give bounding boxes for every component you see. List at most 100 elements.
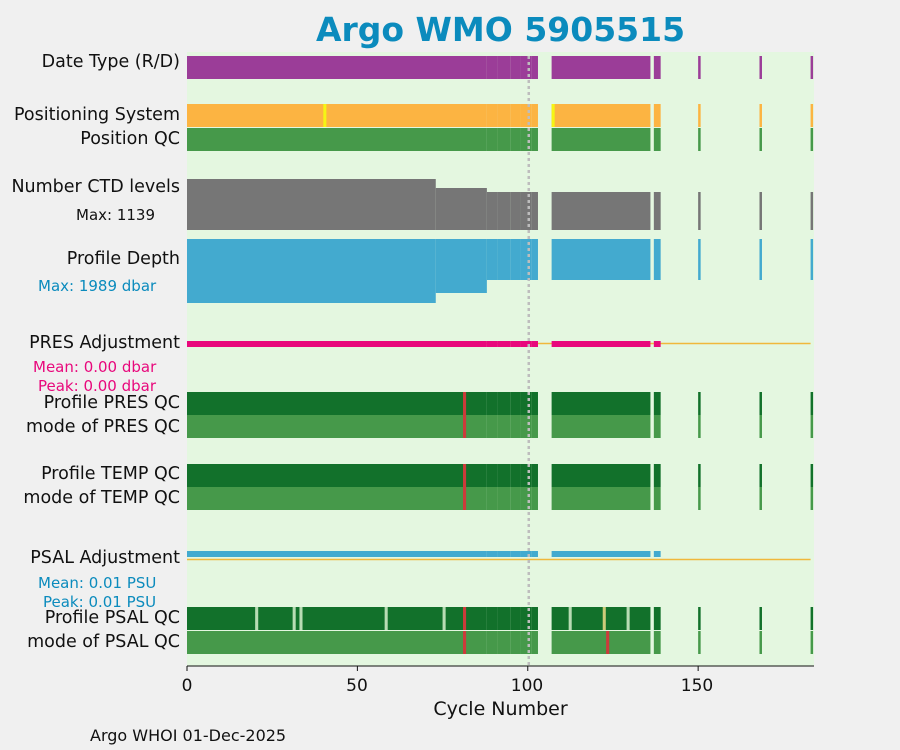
psal-adjustment-bar [510,551,521,557]
label-psal-adjustment: PSAL Adjustment [30,548,180,568]
profile-pres-qc-bar [551,392,651,415]
mode-temp-qc-bar [520,487,532,510]
ctd-levels-bar [551,192,651,230]
psal-qc-flag-mark [463,607,467,630]
position-qc-bar [497,128,511,151]
temp-qc-bad-mark [463,464,467,510]
plot-background [187,52,814,666]
psal-adjustment-bar [497,551,511,557]
positioning-bar [520,104,532,127]
profile-temp-qc-bar [510,464,521,487]
profile-depth-bar [698,239,701,280]
profile-temp-qc-bar [531,464,538,487]
psal-qc-flag-mark [384,607,388,630]
profile-temp-qc-bar [551,464,651,487]
mode-psal-qc-bar [520,631,532,654]
profile-pres-qc-bar [810,392,814,415]
profile-temp-qc-bar [759,464,762,487]
mode-psal-qc-bar [510,631,521,654]
profile-depth-bar [510,239,521,280]
profile-psal-qc-bar [531,607,538,630]
pres-adjustment-bar [520,341,532,347]
profile-depth-bar [520,239,532,280]
label-ctd-levels: Number CTD levels [11,177,180,197]
mode-psal-qc-bar [551,631,651,654]
label-pres-adjustment: PRES Adjustment [29,333,180,353]
mode-pres-qc-bar [551,415,651,438]
profile-pres-qc-bar [187,392,487,415]
label-mode-psal-qc: mode of PSAL QC [27,632,180,652]
pres-adjustment-bar [653,341,661,347]
position-qc-bar [698,128,701,151]
psal-adjustment-bar [531,551,538,557]
profile-depth-bar [435,239,487,293]
profile-psal-qc-bar [698,607,701,630]
profile-psal-qc-bar [551,607,651,630]
profile-pres-qc-bar [497,392,511,415]
position-qc-bar [759,128,762,151]
date-type-bar [520,56,532,79]
position-qc-bar [653,128,661,151]
profile-psal-qc-bar [486,607,498,630]
mode-temp-qc-bar [497,487,511,510]
label-positioning-system: Positioning System [13,105,180,125]
profile-pres-qc-bar [698,392,701,415]
pres-adjustment-bar [551,341,651,347]
date-type-bar [551,56,651,79]
profile-pres-qc-bar [520,392,532,415]
mode-pres-qc-bar [531,415,538,438]
ctd-levels-bar [510,192,521,230]
pres-adjustment-bar [497,341,511,347]
profile-temp-qc-bar [698,464,701,487]
label-position-qc: Position QC [80,129,180,149]
date-type-bar [759,56,762,79]
mode-psal-qc-bar [810,631,814,654]
psal-adjustment-bar [520,551,532,557]
pres-adjustment-bar [531,341,538,347]
psal-adjustment-bar [653,551,661,557]
profile-psal-qc-bar [497,607,511,630]
position-qc-bar [187,128,487,151]
mode-pres-qc-bar [497,415,511,438]
ctd-levels-bar [435,188,487,230]
profile-depth-bar [187,239,436,303]
mode-temp-qc-bar [510,487,521,510]
pres-qc-bad-mark [463,392,467,438]
date-type-bar [698,56,701,79]
ctd-levels-bar [520,192,532,230]
positioning-bar [497,104,511,127]
positioning-bar [759,104,762,127]
label-profile-psal-qc: Profile PSAL QC [44,608,180,628]
profile-psal-qc-bar [810,607,814,630]
label-depth-max: Max: 1989 dbar [38,277,157,295]
x-tick-label: 150 [680,676,714,696]
mode-psal-qc-bar [653,631,661,654]
profile-pres-qc-bar [653,392,661,415]
psal-adjustment-bar [486,551,498,557]
date-type-bar [653,56,661,79]
positioning-bar [653,104,661,127]
profile-psal-qc-bar [187,607,487,630]
profile-temp-qc-bar [520,464,532,487]
positioning-bar [531,104,538,127]
mode-temp-qc-bar [653,487,661,510]
mode-psal-qc-bar [486,631,498,654]
profile-depth-bar [486,239,498,280]
ctd-levels-bar [759,192,762,230]
psal-mode-bad-mark [463,631,467,654]
date-type-bar [531,56,538,79]
positioning-bar [510,104,521,127]
label-psal-mean: Mean: 0.01 PSU [38,574,157,592]
profile-depth-bar [531,239,538,280]
mode-pres-qc-bar [698,415,701,438]
mode-pres-qc-bar [510,415,521,438]
x-axis-label: Cycle Number [433,698,568,720]
profile-pres-qc-bar [486,392,498,415]
profile-psal-qc-bar [510,607,521,630]
profile-depth-bar [810,239,814,280]
mode-temp-qc-bar [531,487,538,510]
psal-qc-flag-mark [602,607,606,630]
mode-pres-qc-bar [187,415,487,438]
positioning-bar [486,104,498,127]
